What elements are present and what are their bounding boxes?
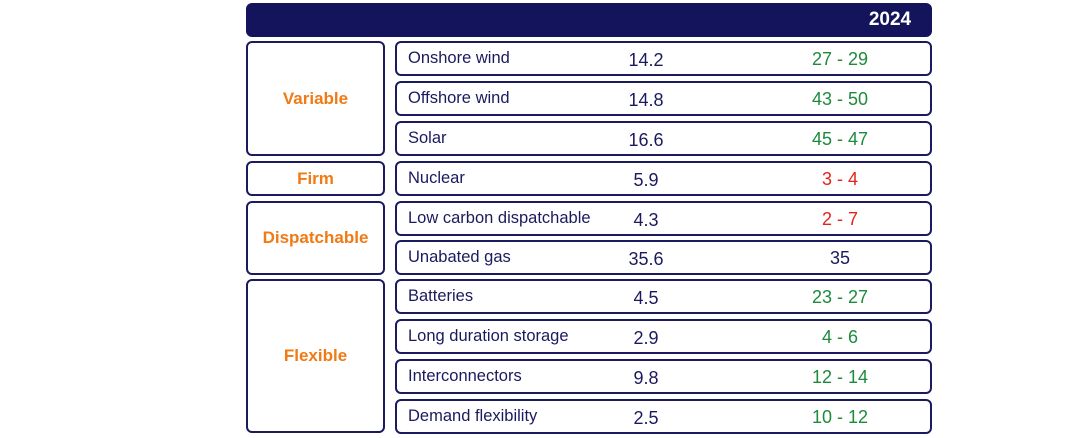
table-row: Offshore wind 14.8 43 - 50 (395, 81, 932, 116)
category-firm: Firm (246, 161, 385, 196)
technology-name: Solar (408, 129, 447, 147)
category-dispatchable: Dispatchable (246, 201, 385, 275)
table-row: Solar 16.6 45 - 47 (395, 121, 932, 156)
table-row: Long duration storage 2.9 4 - 6 (395, 319, 932, 354)
value-2030: 45 - 47 (811, 129, 869, 149)
value-2024: 2.9 (633, 328, 659, 348)
table-row: Nuclear 5.9 3 - 4 (395, 161, 932, 196)
category-flexible: Flexible (246, 279, 385, 433)
technology-name: Low carbon dispatchable (408, 209, 591, 227)
value-2024: 16.6 (628, 130, 664, 150)
value-2030: 23 - 27 (811, 287, 869, 307)
table-row: Unabated gas 35.6 35 (395, 240, 932, 275)
table-row: Interconnectors 9.8 12 - 14 (395, 359, 932, 394)
value-2030: 43 - 50 (811, 89, 869, 109)
value-2024: 14.8 (628, 90, 664, 110)
value-2030: 10 - 12 (811, 407, 869, 427)
technology-name: Interconnectors (408, 367, 522, 385)
technology-name: Onshore wind (408, 49, 510, 67)
table-row: Demand flexibility 2.5 10 - 12 (395, 399, 932, 434)
value-2024: 35.6 (628, 249, 664, 269)
technology-name: Batteries (408, 287, 474, 305)
value-2024: 4.3 (633, 210, 659, 230)
technology-name: Offshore wind (408, 89, 510, 107)
category-label: Dispatchable (262, 228, 369, 247)
table-header: 2024 2030 (246, 3, 1080, 37)
column-header-2024: 2024 (868, 9, 912, 30)
table-row: Onshore wind 14.2 27 - 29 (395, 41, 932, 76)
technology-name: Demand flexibility (408, 407, 538, 425)
category-label: Firm (297, 168, 334, 188)
value-2030: 3 - 4 (821, 169, 859, 189)
value-2030: 27 - 29 (811, 49, 869, 69)
value-2024: 2.5 (633, 408, 659, 428)
technology-name: Long duration storage (408, 327, 569, 345)
column-header-2030: 2030 (1062, 9, 1080, 30)
value-2024: 9.8 (633, 368, 659, 388)
category-label: Variable (282, 88, 349, 108)
value-2030: 35 (829, 248, 851, 268)
value-2030: 12 - 14 (811, 367, 869, 387)
table-row: Low carbon dispatchable 4.3 2 - 7 (395, 201, 932, 236)
value-2030: 4 - 6 (821, 327, 859, 347)
value-2024: 4.5 (633, 288, 659, 308)
value-2030: 2 - 7 (821, 209, 859, 229)
category-label: Flexible (283, 346, 348, 365)
technology-name: Nuclear (408, 169, 465, 187)
technology-name: Unabated gas (408, 248, 511, 266)
category-variable: Variable (246, 41, 385, 156)
table-row: Batteries 4.5 23 - 27 (395, 279, 932, 314)
value-2024: 5.9 (633, 170, 659, 190)
value-2024: 14.2 (628, 50, 664, 70)
